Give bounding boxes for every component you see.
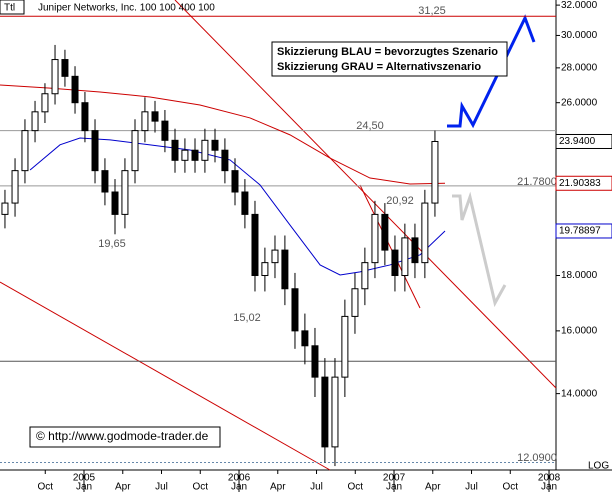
year-label: 2005 [73,473,96,484]
y-tick-label: 14.0000 [561,388,598,399]
candle-body [281,249,289,290]
year-label: 2006 [228,473,251,484]
candle-body [161,120,169,141]
y-tick-label: 18.0000 [561,270,598,281]
price-label: 19.78897 [559,226,601,237]
candle-body [241,191,249,215]
price-box [555,175,612,191]
year-label: 2007 [383,473,406,484]
gray-scenario [452,191,507,308]
candle-body [181,149,189,161]
candle-body [41,93,49,113]
note-line: Skizzierung BLAU = bevorzugtes Szenario [277,46,498,58]
candle-body [231,170,239,193]
trend-line [359,184,421,309]
annotation: 20,92 [386,195,414,207]
candle-body [201,139,209,161]
candle-body [101,170,109,193]
candle-body [51,59,59,95]
note-line: Skizzierung GRAU = Alternativszenario [277,61,481,73]
candle-body [131,130,139,172]
y-tick-label: 16.0000 [561,326,598,337]
year-label: 2008 [538,473,561,484]
x-tick-label: Apr [115,482,131,492]
candle-body [1,202,9,215]
candle-body [111,191,119,215]
candle-body [431,140,439,204]
copyright: © http://www.godmode-trader.de [36,429,209,443]
blue-scenario [447,14,536,129]
candle-body [61,59,69,77]
x-tick-label: Oct [37,482,53,492]
candle-body [171,139,179,161]
price-box [555,133,612,149]
price-box [555,223,612,239]
y-tick-label: 26.0000 [561,97,598,108]
candle-body [341,315,349,378]
candle-body [251,213,259,277]
annotation: 15,02 [233,312,261,324]
candle-body [421,202,429,264]
candle-body [191,149,199,161]
chart-title: Juniper Networks, Inc. 100 100 400 100 [38,3,215,14]
candle-body [71,75,79,104]
x-tick-label: Jul [465,482,478,492]
candle-body [261,262,269,277]
y-tick-label: 30.0000 [561,30,598,41]
candle-body [141,111,149,132]
level-label: 12.0900 [517,452,557,464]
note-box [271,41,508,77]
candle-body [211,139,219,151]
level-label: 24,50 [356,120,384,132]
trend-line [0,281,331,471]
x-tick-label: Oct [502,482,518,492]
annotation: 19,65 [98,238,126,250]
header: Ttl [4,3,15,14]
header-box [0,0,25,15]
trend-line [174,0,557,389]
x-tick-label: Oct [347,482,363,492]
x-tick-label: Jul [310,482,323,492]
candle-body [81,102,89,132]
candle-body [221,149,229,172]
candle-body [291,288,299,332]
candle-body [121,170,129,215]
x-tick-label: Oct [192,482,208,492]
candle-body [411,237,419,264]
candle-body [401,237,409,277]
x-tick-label: Apr [270,482,286,492]
y-tick-label: 28.0000 [561,63,598,74]
candle-body [331,376,339,448]
candle-body [361,262,369,290]
moving-average [29,137,446,276]
candle-body [301,330,309,347]
candle-body [321,376,329,448]
level-label: 31,25 [418,5,446,17]
candle-body [91,130,99,172]
candle-body [381,213,389,251]
copyright-box [29,426,221,448]
candle-body [21,130,29,172]
candle-body [271,249,279,264]
moving-average [0,84,446,185]
candle-body [371,213,379,264]
price-label: 23.9400 [559,136,596,147]
x-tick-label: Apr [425,482,441,492]
candle-body [311,345,319,378]
price-label: 21.90383 [559,178,601,189]
candle-body [351,288,359,317]
y-tick-label: 32.0000 [561,0,598,11]
level-label: 21.7800 [517,176,557,188]
candle-body [391,249,399,277]
scale-label: LOG [588,461,609,472]
x-tick-label: Jul [155,482,168,492]
candle-body [11,170,19,204]
candle-body [151,111,159,122]
candle-body [31,111,39,132]
